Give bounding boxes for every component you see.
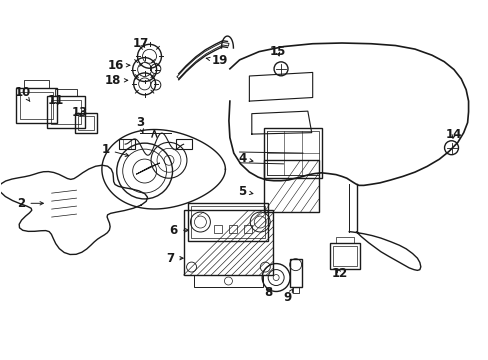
Text: 8: 8 bbox=[264, 287, 272, 300]
Text: 19: 19 bbox=[206, 54, 228, 67]
Text: 11: 11 bbox=[47, 94, 63, 107]
Text: 6: 6 bbox=[169, 224, 188, 237]
Text: 5: 5 bbox=[238, 185, 252, 198]
Text: 15: 15 bbox=[269, 45, 285, 58]
Text: 3: 3 bbox=[136, 116, 143, 132]
Text: 2: 2 bbox=[17, 197, 43, 210]
Text: 13: 13 bbox=[72, 106, 88, 119]
Text: 12: 12 bbox=[331, 267, 347, 280]
Text: 4: 4 bbox=[238, 152, 252, 165]
Text: 16: 16 bbox=[107, 59, 129, 72]
Text: 1: 1 bbox=[102, 143, 128, 157]
Text: 14: 14 bbox=[445, 127, 461, 141]
Text: 18: 18 bbox=[104, 74, 127, 87]
Text: 9: 9 bbox=[283, 288, 293, 304]
Text: 10: 10 bbox=[15, 86, 31, 102]
Text: 7: 7 bbox=[166, 252, 183, 265]
Text: 17: 17 bbox=[133, 36, 149, 50]
